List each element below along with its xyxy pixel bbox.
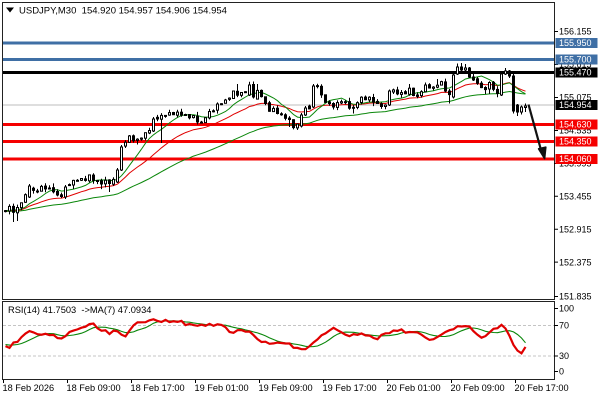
- svg-text:152.915: 152.915: [559, 224, 592, 234]
- svg-text:155.615: 155.615: [559, 60, 592, 70]
- svg-text:154.060: 154.060: [559, 154, 592, 164]
- svg-text:USDJPY,M30 154.920 154.957 15: USDJPY,M30 154.920 154.957 154.906 154.9…: [19, 6, 227, 17]
- svg-text:100: 100: [559, 304, 574, 314]
- svg-text:0: 0: [559, 367, 564, 377]
- svg-text:154.350: 154.350: [559, 137, 592, 147]
- svg-text:RSI(14) 41.7503 ->MA(7) 47.09: RSI(14) 41.7503 ->MA(7) 47.0934: [8, 305, 151, 315]
- svg-text:19 Feb 09:00: 19 Feb 09:00: [259, 383, 313, 393]
- svg-text:152.375: 152.375: [559, 257, 592, 267]
- svg-text:18 Feb 09:00: 18 Feb 09:00: [67, 383, 121, 393]
- svg-text:20 Feb 01:00: 20 Feb 01:00: [387, 383, 441, 393]
- svg-text:155.950: 155.950: [559, 38, 592, 48]
- svg-text:18 Feb 2026: 18 Feb 2026: [3, 383, 55, 393]
- svg-text:19 Feb 17:00: 19 Feb 17:00: [323, 383, 377, 393]
- svg-text:155.700: 155.700: [559, 55, 592, 65]
- svg-text:156.155: 156.155: [559, 27, 592, 37]
- svg-text:30: 30: [559, 351, 569, 361]
- svg-text:151.835: 151.835: [559, 292, 592, 302]
- svg-text:20 Feb 17:00: 20 Feb 17:00: [515, 383, 569, 393]
- svg-text:155.470: 155.470: [559, 68, 592, 78]
- svg-text:155.075: 155.075: [559, 93, 592, 103]
- svg-text:20 Feb 09:00: 20 Feb 09:00: [451, 383, 505, 393]
- svg-text:154.954: 154.954: [559, 100, 592, 110]
- svg-text:19 Feb 01:00: 19 Feb 01:00: [195, 383, 249, 393]
- svg-text:154.535: 154.535: [559, 126, 592, 136]
- svg-text:18 Feb 17:00: 18 Feb 17:00: [131, 383, 185, 393]
- svg-text:154.630: 154.630: [559, 120, 592, 130]
- svg-text:70: 70: [559, 321, 569, 331]
- svg-text:153.455: 153.455: [559, 192, 592, 202]
